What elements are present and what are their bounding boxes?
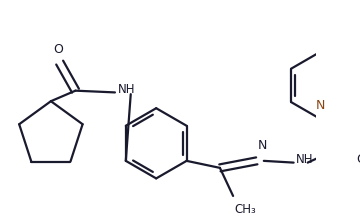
Text: O: O bbox=[53, 42, 63, 56]
Text: CH₃: CH₃ bbox=[235, 203, 257, 216]
Text: NH: NH bbox=[296, 153, 313, 166]
Text: N: N bbox=[315, 99, 325, 112]
Text: N: N bbox=[258, 139, 267, 152]
Text: NH: NH bbox=[118, 83, 135, 96]
Text: O: O bbox=[356, 153, 360, 166]
